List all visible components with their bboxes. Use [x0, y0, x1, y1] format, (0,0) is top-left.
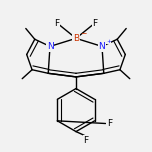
Text: B: B: [73, 34, 79, 43]
Text: F: F: [55, 19, 60, 28]
Text: N: N: [99, 42, 105, 51]
Text: F: F: [92, 19, 97, 28]
Text: +: +: [106, 39, 111, 44]
Text: −: −: [80, 29, 86, 38]
Text: N: N: [47, 42, 53, 51]
Text: F: F: [107, 119, 112, 128]
Text: F: F: [83, 136, 88, 145]
